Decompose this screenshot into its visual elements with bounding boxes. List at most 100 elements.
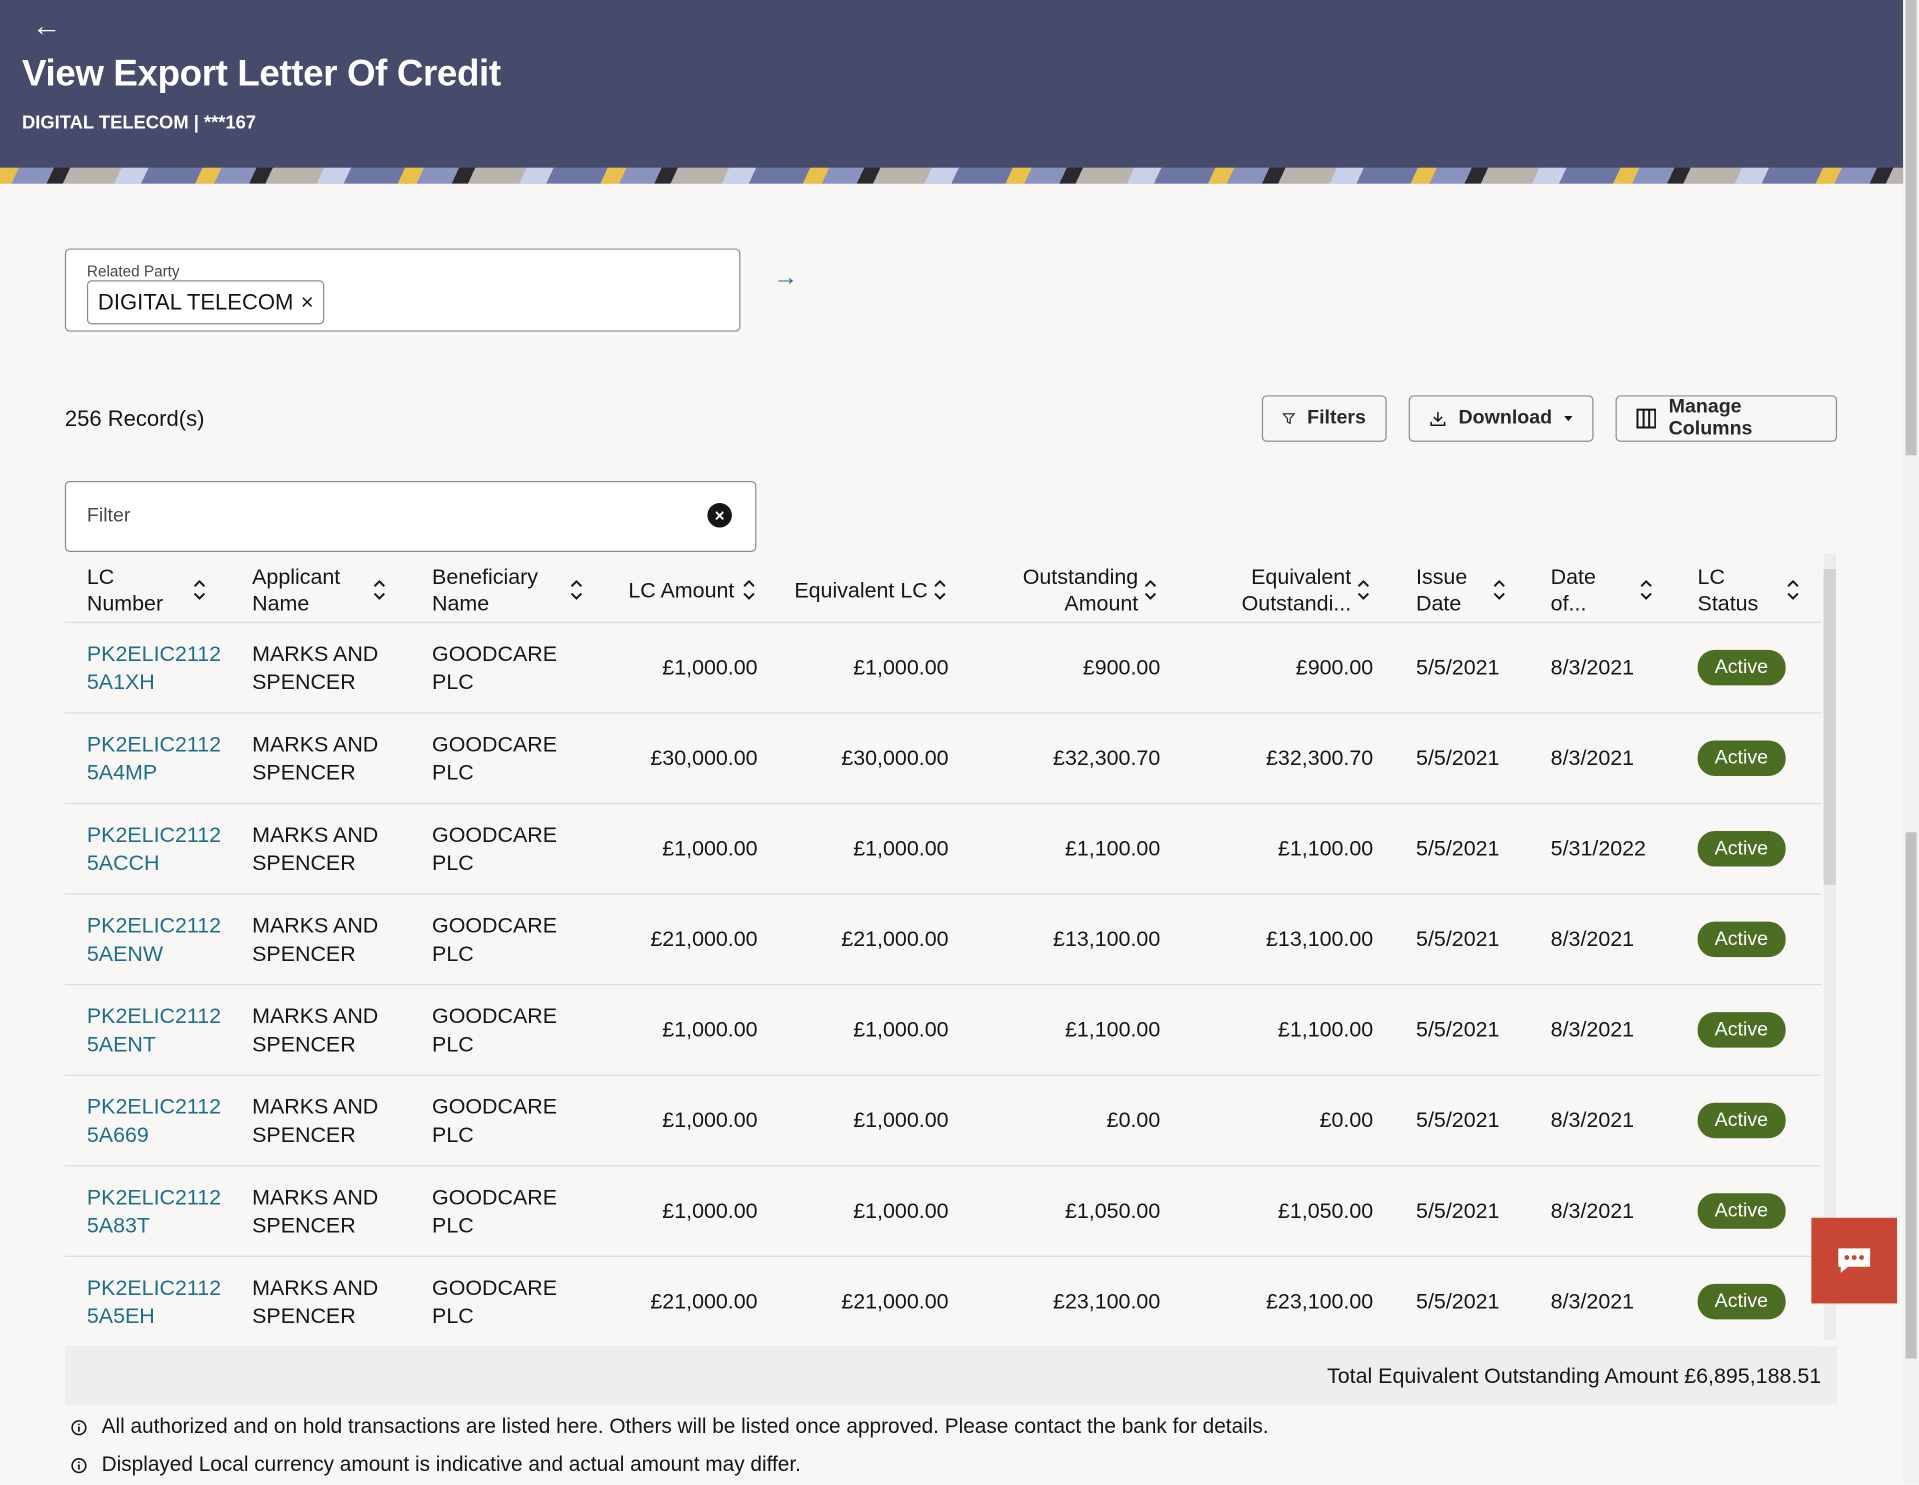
arrow-right-icon[interactable]: → (773, 264, 798, 292)
page-scrollbar-thumb[interactable] (1905, 832, 1917, 1359)
table-cell: £21,000.00 (603, 1257, 757, 1346)
table-cell: £1,000.00 (787, 1076, 948, 1165)
cell-value: 8/3/2021 (1550, 1288, 1635, 1314)
table-cell: £1,000.00 (603, 804, 757, 893)
cell-value: 5/5/2021 (1416, 1107, 1500, 1133)
sort-icon[interactable] (192, 578, 207, 602)
download-icon (1430, 411, 1446, 427)
lc-number-link[interactable]: PK2ELIC21125ACCH (86, 821, 222, 875)
page-scrollbar-thumb[interactable] (1905, 0, 1917, 456)
cell-value: £21,000.00 (650, 1288, 758, 1314)
column-header[interactable]: Equivalent LC (794, 577, 928, 602)
table-cell: Active (1697, 985, 1815, 1074)
sort-icon[interactable] (742, 578, 757, 602)
table-cell: £1,000.00 (787, 804, 948, 893)
record-count: 256 Record(s) (64, 406, 205, 431)
column-header[interactable]: Beneficiary Name (432, 563, 538, 616)
table-cell: £32,300.70 (1172, 714, 1373, 803)
related-party-chip: DIGITAL TELECOM × (86, 280, 325, 325)
column-header[interactable]: LC Amount (628, 577, 735, 602)
status-badge: Active (1697, 649, 1786, 686)
table-cell: GOODCARE PLC (432, 1257, 585, 1346)
manage-columns-label: Manage Columns (1668, 396, 1753, 440)
sort-icon[interactable] (1492, 578, 1507, 602)
cell-value: £1,000.00 (853, 654, 949, 680)
lc-number-link[interactable]: PK2ELIC21125A4MP (86, 731, 222, 784)
sort-icon[interactable] (569, 578, 584, 602)
column-header[interactable]: Date of... (1550, 563, 1596, 616)
lc-number-link[interactable]: PK2ELIC21125A5EH (86, 1274, 222, 1328)
chat-button[interactable] (1811, 1217, 1898, 1304)
table-cell: £1,000.00 (603, 1076, 757, 1165)
page-header (0, 0, 1904, 184)
status-badge: Active (1697, 921, 1786, 958)
cell-value: GOODCARE PLC (432, 640, 558, 694)
cell-value: £1,100.00 (1064, 1017, 1161, 1042)
manage-columns-button[interactable]: Manage Columns (1615, 395, 1838, 442)
lc-number-link[interactable]: PK2ELIC21125A83T (86, 1184, 222, 1237)
table-cell: 8/3/2021 (1551, 714, 1673, 803)
table-cell: Active (1697, 804, 1815, 893)
table-cell: £1,050.00 (1172, 1166, 1373, 1255)
cell-value: £1,000.00 (662, 1198, 758, 1223)
table-cell: PK2ELIC21125A669 (87, 1076, 228, 1165)
lc-number-link[interactable]: PK2ELIC21125AENT (86, 1002, 222, 1056)
related-party-field[interactable]: Related Party DIGITAL TELECOM × (64, 248, 741, 332)
table-cell: Active (1697, 1166, 1815, 1255)
back-arrow-icon[interactable]: ← (31, 9, 62, 43)
caret-down-icon (1564, 416, 1573, 422)
cell-value: GOODCARE PLC (432, 1002, 558, 1056)
table-cell: £0.00 (977, 1076, 1161, 1165)
table-header: LC Number Applicant Name Beneficiary Name L… (64, 557, 1822, 623)
cell-value: 8/3/2021 (1550, 654, 1635, 680)
cell-value: £13,100.00 (1266, 926, 1374, 951)
column-header[interactable]: LC Number (86, 563, 164, 616)
cell-value: £21,000.00 (841, 1288, 949, 1314)
table-cell: £1,100.00 (977, 804, 1160, 893)
filters-button[interactable]: Filters (1261, 395, 1387, 442)
column-header[interactable]: Equivalent Outstandi... (1241, 563, 1352, 616)
cell-value: 8/3/2021 (1550, 1017, 1635, 1042)
sort-icon[interactable] (1786, 578, 1801, 602)
table-cell: 5/5/2021 (1416, 804, 1526, 893)
table-row: PK2ELIC21125A669 MARKS AND SPENCER GOODCAR… (64, 1076, 1822, 1167)
filter-input[interactable]: Filter × (64, 480, 757, 552)
column-header[interactable]: Outstanding Amount (1022, 563, 1139, 616)
table-row: PK2ELIC21125ACCH MARKS AND SPENCER GOODCAR… (64, 804, 1822, 895)
lc-number-link[interactable]: PK2ELIC21125AENW (86, 912, 222, 966)
download-button[interactable]: Download (1408, 395, 1594, 442)
cell-value: £1,100.00 (1277, 1017, 1374, 1042)
table-cell: MARKS AND SPENCER (252, 623, 409, 712)
table-row: PK2ELIC21125A1XH MARKS AND SPENCER GOODCAR… (64, 623, 1822, 714)
clear-icon[interactable]: × (707, 503, 732, 528)
lc-number-link[interactable]: PK2ELIC21125A669 (86, 1093, 222, 1147)
lc-number-link[interactable]: PK2ELIC21125A1XH (86, 640, 222, 694)
sort-icon[interactable] (933, 578, 948, 602)
cell-value: MARKS AND SPENCER (252, 731, 379, 784)
table-cell: £32,300.70 (977, 714, 1160, 803)
table-cell: MARKS AND SPENCER (252, 714, 409, 803)
cell-value: MARKS AND SPENCER (252, 912, 379, 966)
table-cell: £1,100.00 (1172, 804, 1373, 893)
cell-value: £21,000.00 (650, 926, 758, 951)
table-cell: PK2ELIC21125A1XH (87, 623, 228, 712)
status-badge: Active (1697, 740, 1786, 776)
table-cell: £13,100.00 (1172, 895, 1373, 984)
table-scrollbar-thumb[interactable] (1823, 569, 1836, 885)
table-row: PK2ELIC21125AENT MARKS AND SPENCER GOODCAR… (64, 985, 1822, 1076)
column-header[interactable]: Issue Date (1416, 563, 1468, 616)
table-cell: £1,000.00 (787, 623, 949, 712)
table-cell: £23,100.00 (977, 1257, 1160, 1346)
table-cell: PK2ELIC21125ACCH (87, 804, 228, 893)
table-cell: £1,000.00 (787, 985, 949, 1074)
sort-icon[interactable] (1356, 578, 1371, 602)
column-header[interactable]: LC Status (1697, 563, 1759, 616)
close-icon[interactable]: × (300, 289, 314, 314)
column-header[interactable]: Applicant Name (252, 563, 341, 616)
sort-icon[interactable] (1639, 578, 1654, 602)
cell-value: £1,000.00 (853, 1017, 949, 1042)
status-badge: Active (1697, 1193, 1786, 1229)
sort-icon[interactable] (372, 578, 387, 602)
sort-icon[interactable] (1143, 578, 1158, 602)
filters-label: Filters (1307, 407, 1366, 429)
